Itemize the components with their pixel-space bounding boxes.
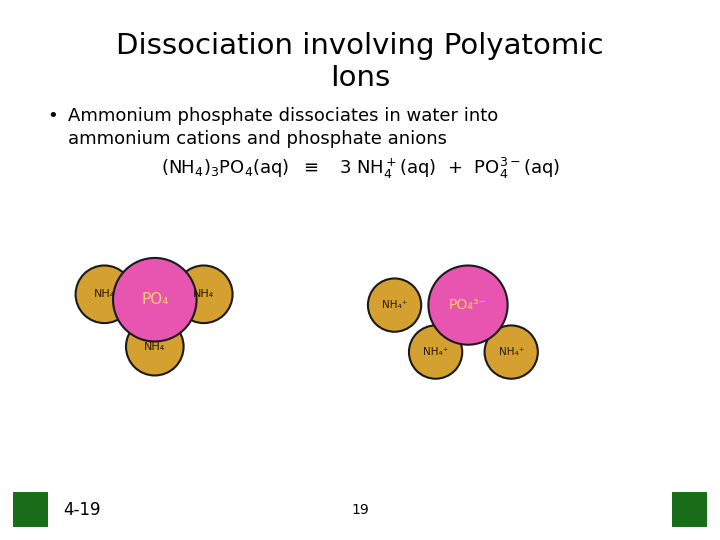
- Ellipse shape: [126, 318, 184, 375]
- Bar: [13, 492, 48, 526]
- Text: NH₄⁺: NH₄⁺: [498, 347, 524, 357]
- Text: •: •: [47, 106, 58, 125]
- Text: NH₄⁺: NH₄⁺: [423, 347, 449, 357]
- Ellipse shape: [175, 266, 233, 323]
- Text: Dissociation involving Polyatomic: Dissociation involving Polyatomic: [116, 32, 604, 60]
- Text: Ammonium phosphate dissociates in water into: Ammonium phosphate dissociates in water …: [68, 106, 499, 125]
- Text: NH₄⁺: NH₄⁺: [382, 300, 408, 310]
- Ellipse shape: [368, 279, 421, 332]
- Text: 19: 19: [351, 503, 369, 517]
- Text: ammonium cations and phosphate anions: ammonium cations and phosphate anions: [68, 130, 447, 148]
- Ellipse shape: [428, 266, 508, 345]
- Ellipse shape: [485, 326, 538, 379]
- Ellipse shape: [409, 326, 462, 379]
- Text: Ions: Ions: [330, 64, 390, 92]
- Ellipse shape: [113, 258, 197, 341]
- Text: NH₄: NH₄: [193, 289, 215, 299]
- Text: NH₄: NH₄: [144, 342, 166, 352]
- Text: NH₄: NH₄: [94, 289, 115, 299]
- Text: PO₄: PO₄: [141, 292, 168, 307]
- Text: 4-19: 4-19: [63, 501, 101, 519]
- Bar: [672, 492, 707, 526]
- Ellipse shape: [76, 266, 133, 323]
- Text: (NH$_4$)$_3$PO$_4$(aq)  $\equiv$   3 NH$_4^+$(aq)  +  PO$_4^{3-}$(aq): (NH$_4$)$_3$PO$_4$(aq) $\equiv$ 3 NH$_4^…: [161, 156, 559, 181]
- Text: PO₄³⁻: PO₄³⁻: [449, 298, 487, 312]
